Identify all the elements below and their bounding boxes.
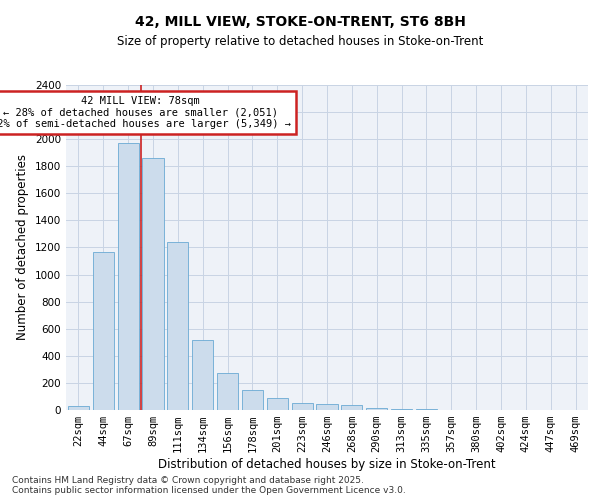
Bar (366, 408, 387, 410)
Bar (316, 404, 338, 410)
Text: 42 MILL VIEW: 78sqm
← 28% of detached houses are smaller (2,051)
72% of semi-det: 42 MILL VIEW: 78sqm ← 28% of detached ho… (0, 96, 290, 129)
Bar (68, 406, 89, 410)
Bar (142, 158, 164, 410)
Bar (167, 242, 188, 410)
Bar (118, 143, 139, 410)
Bar (341, 404, 362, 410)
Text: 42, MILL VIEW, STOKE-ON-TRENT, ST6 8BH: 42, MILL VIEW, STOKE-ON-TRENT, ST6 8BH (134, 15, 466, 29)
X-axis label: Distribution of detached houses by size in Stoke-on-Trent: Distribution of detached houses by size … (158, 458, 496, 471)
Bar (267, 398, 288, 410)
Bar (93, 252, 114, 410)
Bar (192, 340, 213, 410)
Text: Contains HM Land Registry data © Crown copyright and database right 2025.
Contai: Contains HM Land Registry data © Crown c… (12, 476, 406, 495)
Text: Size of property relative to detached houses in Stoke-on-Trent: Size of property relative to detached ho… (117, 35, 483, 48)
Bar (292, 403, 313, 410)
Bar (217, 374, 238, 410)
Bar (242, 390, 263, 410)
Y-axis label: Number of detached properties: Number of detached properties (16, 154, 29, 340)
